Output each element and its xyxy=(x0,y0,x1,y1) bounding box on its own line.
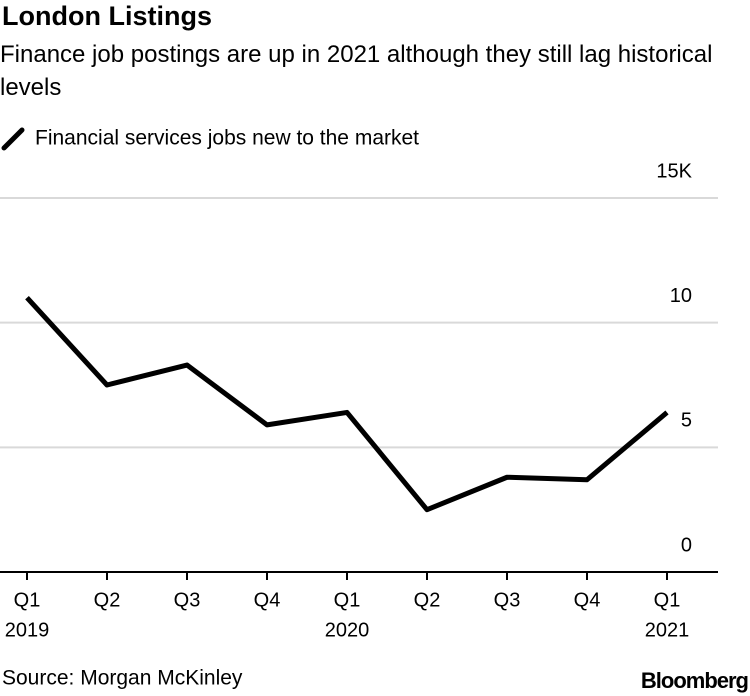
legend-swatch xyxy=(1,127,25,151)
x-sublabel: 2021 xyxy=(645,619,690,641)
y-tick-label: 5 xyxy=(681,410,692,432)
chart-title: London Listings xyxy=(2,1,212,31)
x-sublabel: 2020 xyxy=(325,619,370,641)
x-sublabel: 2019 xyxy=(5,619,50,641)
legend-label: Financial services jobs new to the marke… xyxy=(35,127,419,150)
x-tick-label: Q3 xyxy=(494,589,521,611)
source: Source: Morgan McKinley xyxy=(2,667,243,690)
brand: Bloomberg xyxy=(641,668,748,693)
x-tick-label: Q1 xyxy=(654,589,681,611)
y-tick-label: 0 xyxy=(681,534,692,556)
x-tick-label: Q2 xyxy=(94,589,121,611)
chart-subtitle: Finance job postings are up in 2021 alth… xyxy=(0,41,713,101)
x-tick-label: Q4 xyxy=(574,589,601,611)
x-tick-label: Q2 xyxy=(414,589,441,611)
x-tick-label: Q3 xyxy=(174,589,201,611)
x-tick-label: Q4 xyxy=(254,589,281,611)
subtitle-box: Finance job postings are up in 2021 alth… xyxy=(0,41,713,101)
y-tick-label: 10 xyxy=(670,285,692,307)
x-tick-label: Q1 xyxy=(14,589,41,611)
y-tick-label: 15K xyxy=(656,160,692,182)
x-tick-label: Q1 xyxy=(334,589,361,611)
data-line xyxy=(25,296,669,513)
